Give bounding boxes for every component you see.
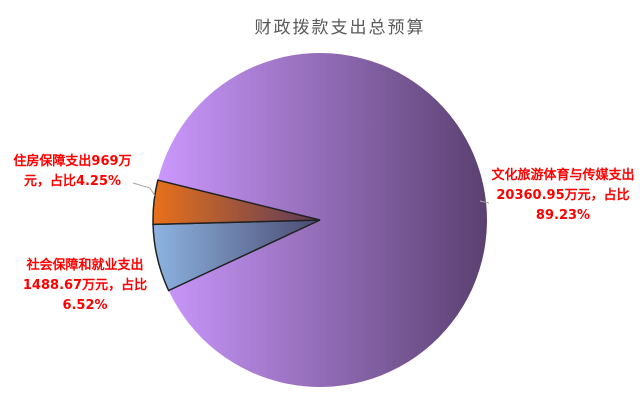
leader-line-culture — [479, 200, 490, 204]
data-label-social-security: 社会保障和就业支出1488.67万元，占比6.52% — [22, 258, 148, 313]
data-label-housing: 住房保障支出969万元，占比4.25% — [13, 154, 132, 189]
slice-housing — [152, 179, 321, 226]
leader-line-housing — [132, 182, 156, 197]
data-label-culture: 文化旅游体育与传媒支出20360.95万元，占比89.23% — [491, 168, 635, 223]
chart-title: 财政拨款支出总预算 — [255, 18, 426, 38]
slice-culture — [157, 53, 488, 388]
